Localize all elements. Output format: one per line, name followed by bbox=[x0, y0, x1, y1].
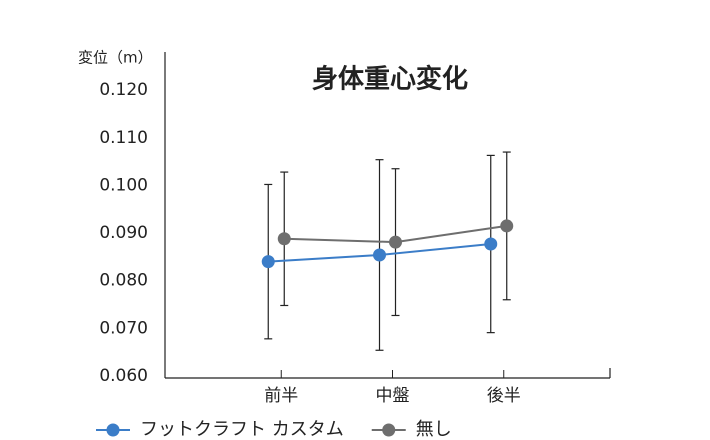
chart-title: 身体重心変化 bbox=[312, 64, 468, 95]
x-tick-label: 後半 bbox=[487, 386, 521, 406]
y-tick-label: 0.110 bbox=[99, 128, 148, 148]
y-tick-label: 0.070 bbox=[99, 318, 148, 338]
x-tick-label: 前半 bbox=[264, 386, 298, 406]
point bbox=[484, 237, 498, 251]
legend-marker bbox=[106, 423, 120, 437]
y-tick-label: 0.080 bbox=[99, 271, 148, 291]
y-tick-label: 0.100 bbox=[99, 175, 148, 195]
x-tick-label: 中盤 bbox=[376, 386, 410, 406]
point bbox=[373, 248, 386, 262]
legend-label: フットクラフト カスタム bbox=[140, 419, 344, 440]
y-tick-label: 0.090 bbox=[99, 223, 148, 243]
legend-label: 無し bbox=[416, 419, 452, 440]
y-axis-label: 変位（m） bbox=[78, 49, 153, 67]
y-tick-label: 0.060 bbox=[99, 366, 148, 386]
point bbox=[389, 235, 402, 249]
y-tick-label: 0.120 bbox=[99, 80, 148, 100]
legend-marker bbox=[382, 423, 396, 437]
point bbox=[500, 219, 514, 233]
point bbox=[277, 232, 291, 246]
point bbox=[261, 255, 275, 269]
